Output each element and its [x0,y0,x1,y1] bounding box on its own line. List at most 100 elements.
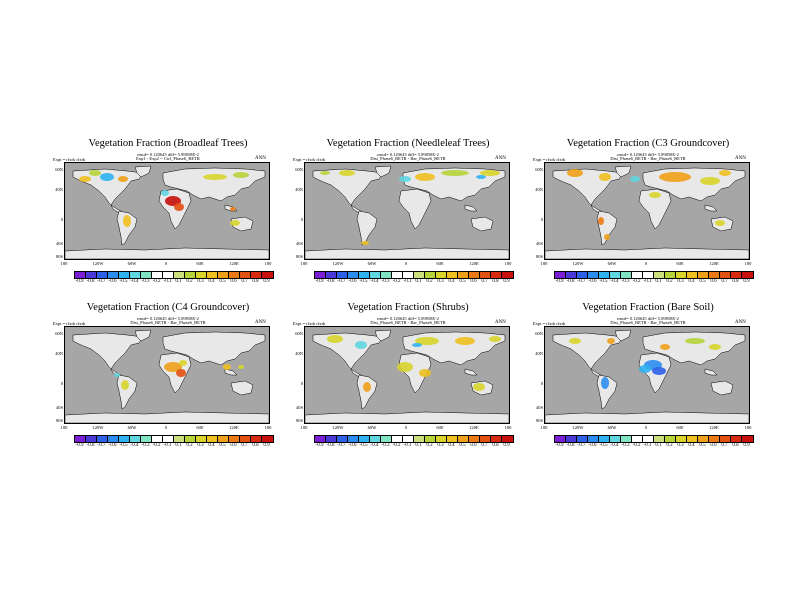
latitude-label: 0 [540,217,543,222]
world-map [64,162,270,260]
colorbar-label: 0.5 [459,279,466,284]
map-panel-5: Vegetation Fraction (Shrubs) rmsd= 0.120… [293,302,533,482]
colorbar-swatch [425,436,436,442]
colorbar-label: 0.6 [230,443,237,448]
latitude-label: 60N [535,167,543,172]
colorbar-swatch [262,272,273,278]
anomaly-patch [598,217,604,225]
colorbar-swatch [436,436,447,442]
longitude-label: 60E [676,425,684,430]
map-panel-1: Vegetation Fraction (Broadleaf Trees) rm… [53,138,293,318]
world-map [64,326,270,424]
colorbar-label: 0.5 [459,443,466,448]
anomaly-patch [361,241,369,245]
colorbar-label: -0.4 [130,443,139,448]
colorbar-label: 0.1 [175,279,182,284]
colorbar-label: -0.2 [152,279,161,284]
anomaly-patch [441,170,469,176]
colorbar-label: 0.3 [437,443,444,448]
colorbar-label: -0.8 [326,279,335,284]
world-map [544,162,750,260]
colorbar-swatch [566,436,577,442]
longitude-label: 120W [92,261,104,266]
colorbar-label: 0.3 [197,443,204,448]
anomaly-patch [607,338,615,344]
colorbar-swatch [731,436,742,442]
colorbar-swatch [414,272,425,278]
panel-stats: rmsd= 0.120645 diff= 5.89858E-2 [617,316,679,321]
colorbar-labels: -0.9 -0.8 -0.7 -0.6 -0.5 -0.4 -0.3 -0.2 -0.1 0.1 0… [554,279,752,285]
anomaly-patch [238,365,244,369]
colorbar-label: 0.2 [426,443,433,448]
anomaly-patch [161,190,169,196]
colorbar-label: 0.2 [666,279,673,284]
colorbar-swatch [337,436,348,442]
map-panel-2: Vegetation Fraction (Needleleaf Trees) r… [293,138,533,318]
panel-stats: rmsd= 0.120645 diff= 5.89858E-2 [377,316,439,321]
colorbar-swatch [196,272,207,278]
anomaly-patch [121,380,129,390]
colorbar-label: 0.7 [241,443,248,448]
colorbar-swatch [218,272,229,278]
anomaly-patch [604,234,610,240]
colorbar-label: -0.5 [359,443,368,448]
colorbar-label: -0.8 [86,279,95,284]
longitude-label: 60E [676,261,684,266]
latitude-label: 40N [55,351,63,356]
colorbar-swatch [359,436,370,442]
anomaly-patch [355,341,367,349]
colorbar-swatch [119,272,130,278]
colorbar-label: -0.3 [381,443,390,448]
longitude-label: 120E [229,425,239,430]
colorbar-swatch [621,436,632,442]
colorbar [74,271,274,279]
colorbar-label: -0.9 [315,443,324,448]
anomaly-patch [114,373,120,377]
colorbar-swatch [555,272,566,278]
anomaly-patch [230,207,236,211]
longitude-label: 60W [367,261,377,266]
colorbar-label: -0.6 [588,443,597,448]
colorbar-swatch [469,272,480,278]
map-panel-4: Vegetation Fraction (C4 Groundcover) rms… [53,302,293,482]
colorbar-swatch [599,436,610,442]
anomaly-patch [174,203,184,211]
colorbar-label: 0.3 [437,279,444,284]
colorbar-swatch [480,436,491,442]
latitude-label: 60N [55,331,63,336]
colorbar [314,271,514,279]
longitude-label: 60E [436,261,444,266]
longitude-label: 120W [332,261,344,266]
panel-title: Vegetation Fraction (C3 Groundcover) [566,138,730,149]
colorbar-label: 0.3 [677,443,684,448]
panel-stats: rmsd= 0.120645 diff= 5.89858E-2 [137,316,199,321]
colorbar-label: 0.1 [655,279,662,284]
longitude-label: 180 [300,425,308,430]
map-panel-3: Vegetation Fraction (C3 Groundcover) rms… [533,138,773,318]
colorbar-swatch [185,272,196,278]
colorbar-label: 0.4 [448,443,455,448]
colorbar-label: -0.8 [86,443,95,448]
colorbar-label: 0.6 [710,279,717,284]
colorbar-swatch [152,272,163,278]
longitude-label: 120E [709,261,719,266]
anomaly-patch [179,360,187,366]
latitude-label: 80S [55,254,63,259]
longitude-label: 60W [127,261,137,266]
panel-stats: rmsd= 0.120645 diff= 5.89858E-2 [377,152,439,157]
longitude-label: 120W [332,425,344,430]
latitude-label: 0 [300,217,303,222]
colorbar-swatch [392,436,403,442]
colorbar-label: 0.8 [492,279,499,284]
colorbar-label: 0.9 [263,443,270,448]
colorbar-swatch [480,272,491,278]
anomaly-patches [79,170,249,227]
latitude-label: 80S [295,254,303,259]
latitude-label: 0 [300,381,303,386]
colorbar-label: 0.2 [186,279,193,284]
colorbar-swatch [577,436,588,442]
panel-experiment-diff: Dist_Phase6_BETR - Bar_Phase6_BETR [130,320,206,325]
anomaly-patch [118,176,128,182]
latitude-label: 40N [295,351,303,356]
panel-title: Vegetation Fraction (Bare Soil) [582,302,714,313]
